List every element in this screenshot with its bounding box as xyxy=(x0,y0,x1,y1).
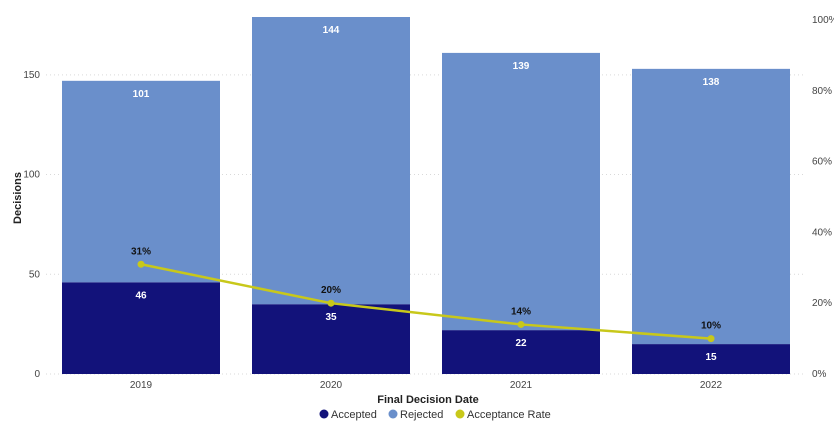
acceptance-rate-point xyxy=(707,335,715,343)
x-tick-label: 2019 xyxy=(130,380,153,391)
bar-label-rejected: 139 xyxy=(513,61,530,72)
bar-label-accepted: 46 xyxy=(135,290,147,301)
y-axis-title: Decisions xyxy=(12,172,24,224)
bar-label-rejected: 144 xyxy=(323,25,340,36)
legend-label: Rejected xyxy=(400,409,443,421)
bar-label-rejected: 101 xyxy=(133,89,150,100)
bar-label-accepted: 35 xyxy=(325,312,337,323)
bar-label-accepted: 22 xyxy=(515,338,527,349)
bar-rejected xyxy=(62,80,220,283)
bar-accepted xyxy=(442,330,600,374)
x-tick-label: 2021 xyxy=(510,380,533,391)
bar-label-rejected: 138 xyxy=(703,77,720,88)
y2-tick-label: 20% xyxy=(812,298,832,309)
bar-rejected xyxy=(442,52,600,331)
y-tick-label: 100 xyxy=(23,170,40,181)
x-axis-title: Final Decision Date xyxy=(377,394,478,406)
y2-tick-label: 80% xyxy=(812,86,832,97)
legend-label: Accepted xyxy=(331,409,377,421)
acceptance-rate-label: 14% xyxy=(511,306,531,317)
x-tick-label: 2020 xyxy=(320,380,343,391)
bar-accepted xyxy=(62,282,220,374)
acceptance-rate-point xyxy=(517,320,525,328)
gridlines xyxy=(46,74,806,375)
x-tick-label: 2022 xyxy=(700,380,723,391)
bar-rejected xyxy=(252,17,410,305)
y-tick-label: 150 xyxy=(23,70,40,81)
y-tick-label: 0 xyxy=(34,369,40,380)
acceptance-rate-point xyxy=(137,260,145,268)
y2-tick-label: 40% xyxy=(812,227,832,238)
acceptance-rate-line: 31% 20% 14% 10% xyxy=(131,246,721,343)
y2-tick-label: 100% xyxy=(812,15,834,26)
legend-label: Acceptance Rate xyxy=(467,409,551,421)
y-tick-label: 50 xyxy=(29,269,41,280)
y2-tick-label: 60% xyxy=(812,157,832,168)
acceptance-rate-polyline xyxy=(140,263,712,340)
bar-accepted xyxy=(252,304,410,374)
bar-accepted xyxy=(632,344,790,374)
legend-marker xyxy=(455,409,465,419)
legend-marker xyxy=(388,409,398,419)
y2-tick-label: 0% xyxy=(812,369,827,380)
bar-rejected xyxy=(632,68,790,345)
acceptance-rate-label: 20% xyxy=(321,285,341,296)
acceptance-rate-label: 10% xyxy=(701,321,721,332)
legend-marker xyxy=(319,409,329,419)
acceptance-rate-point xyxy=(327,299,335,307)
acceptance-rate-label: 31% xyxy=(131,246,151,257)
axes: Decisions Final Decision Date 0 50 100 150 0… xyxy=(12,15,834,406)
legend: Accepted Rejected Acceptance Rate xyxy=(319,409,551,421)
bar-label-accepted: 15 xyxy=(705,352,717,363)
bars: 46 101 35 144 22 139 15 138 xyxy=(62,17,790,374)
